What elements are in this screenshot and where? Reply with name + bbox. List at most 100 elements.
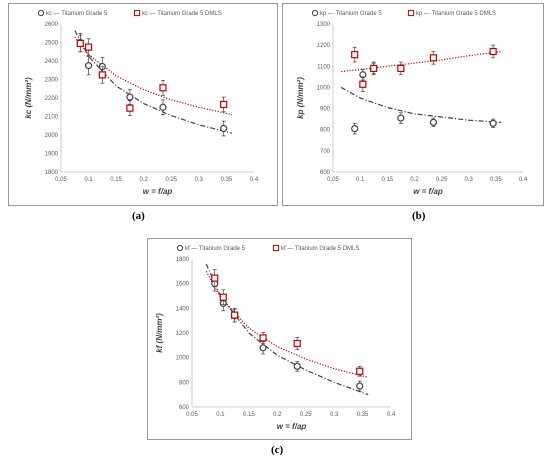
- x-tick-label: 0.15: [110, 177, 122, 183]
- x-tick-label: 0.2: [273, 412, 282, 418]
- x-axis-title: w = f/ap: [277, 422, 307, 431]
- legend-label: kc — Titanium Grade 5: [46, 11, 108, 17]
- data-point-dmls: [219, 293, 227, 301]
- x-tick-label: 0.4: [387, 412, 396, 418]
- y-tick-label: 1900: [45, 152, 59, 158]
- data-point-dmls: [293, 339, 301, 348]
- trend-line-dmls: [341, 50, 502, 73]
- x-tick-label: 0.3: [195, 177, 204, 183]
- data-point-wrought: [84, 62, 93, 70]
- data-point-dmls: [98, 71, 106, 79]
- y-tick-label: 2600: [45, 22, 59, 28]
- data-point-dmls: [429, 54, 438, 62]
- legend-marker-circle: [37, 9, 45, 17]
- chart-panel-a: 1800 1900 2000 2100 2200 2300 2400 2500 2600 0.05…: [8, 3, 278, 206]
- chart-c-svg: 600 800 1000 1200 1400 1600 1800 0.05 0.1 0.15 0.2…: [155, 244, 396, 431]
- y-axis-title: kc (N/mm²): [24, 77, 33, 119]
- data-point-dmls: [370, 64, 378, 73]
- data-point-wrought: [159, 103, 167, 111]
- x-tick-label: 0.15: [381, 177, 393, 183]
- legend-marker-square: [407, 9, 415, 17]
- x-tick-label: 0.05: [186, 412, 198, 418]
- y-tick-label: 600: [179, 405, 190, 411]
- y-tick-label: 2200: [45, 96, 59, 102]
- legend-marker-circle: [311, 9, 319, 17]
- y-axis-title: kp (N/mm²): [296, 77, 305, 119]
- data-point-dmls: [159, 84, 167, 92]
- x-tick-label: 0.35: [221, 177, 233, 183]
- x-tick-label: 0.25: [165, 177, 177, 183]
- data-point-dmls: [126, 104, 134, 112]
- y-tick-label: 1100: [317, 64, 331, 70]
- x-tick-label: 0.05: [327, 177, 339, 183]
- y-tick-label: 900: [320, 107, 331, 113]
- chart-panel-c: 600 800 1000 1200 1400 1600 1800 0.05 0.1 0.15 0.2…: [147, 238, 412, 440]
- x-tick-label: 0.1: [356, 177, 365, 183]
- y-tick-label: 1800: [176, 257, 190, 263]
- y-tick-label: 2400: [45, 59, 59, 65]
- chart-panel-b: 600 700 800 900 1000 1100 1200 1300 0.05 0.1 0.15 0…: [282, 3, 544, 206]
- legend-label: kp — Titanium Grade 5: [320, 11, 382, 17]
- data-point-wrought: [259, 344, 267, 352]
- data-point-dmls: [356, 367, 364, 375]
- x-tick-label: 0.25: [436, 177, 448, 183]
- y-axis-title: kf (N/mm²): [155, 313, 164, 353]
- data-point-wrought: [351, 125, 359, 133]
- data-point-dmls: [76, 39, 84, 48]
- data-point-dmls: [259, 334, 267, 342]
- trend-line-dmls: [74, 36, 233, 116]
- panel-label-c: (c): [271, 444, 284, 456]
- y-tick-label: 1000: [317, 85, 331, 91]
- y-tick-label: 2500: [45, 41, 59, 47]
- panel-label-a: (a): [132, 210, 145, 222]
- data-point-wrought: [220, 124, 228, 133]
- legend-label: kp — Titanium Grade 5 DMLS: [416, 11, 496, 17]
- chart-a-svg: 1800 1900 2000 2100 2200 2300 2400 2500 2600 0.05…: [24, 9, 259, 196]
- x-axis-title: w = f/ap: [143, 187, 173, 196]
- x-tick-label: 0.4: [519, 177, 528, 183]
- x-tick-label: 0.3: [330, 412, 339, 418]
- legend-marker-square: [272, 244, 280, 252]
- legend-marker-circle: [176, 244, 184, 252]
- y-tick-label: 2300: [45, 78, 59, 84]
- panel-label-b: (b): [412, 210, 426, 222]
- legend-label: kf — Titanium Grade 5: [185, 246, 246, 252]
- data-point-dmls: [84, 43, 93, 51]
- x-tick-label: 0.2: [410, 177, 419, 183]
- x-tick-label: 0.25: [300, 412, 312, 418]
- x-tick-label: 0.1: [216, 412, 225, 418]
- data-point-wrought: [293, 362, 301, 370]
- data-point-dmls: [359, 80, 367, 88]
- y-tick-label: 1300: [317, 22, 331, 28]
- data-point-wrought: [429, 118, 438, 126]
- legend-label: kf — Titanium Grade 5 DMLS: [281, 246, 359, 252]
- trend-line-wrought: [205, 263, 369, 396]
- legend-label: kc — Titanium Grade 5 DMLS: [142, 11, 222, 17]
- trend-line-wrought: [74, 30, 233, 134]
- y-tick-label: 700: [320, 149, 331, 155]
- data-point-wrought: [489, 119, 497, 127]
- x-tick-label: 0.3: [465, 177, 474, 183]
- x-tick-label: 0.1: [84, 177, 93, 183]
- data-point-wrought: [356, 382, 364, 390]
- x-axis-title: w = f/ap: [413, 187, 443, 196]
- data-point-dmls: [351, 51, 359, 59]
- trend-line-dmls: [205, 271, 369, 378]
- y-tick-label: 1200: [176, 331, 190, 337]
- y-tick-label: 2000: [45, 133, 59, 139]
- data-point-dmls: [211, 274, 219, 282]
- x-tick-label: 0.05: [55, 177, 67, 183]
- chart-b-svg: 600 700 800 900 1000 1100 1200 1300 0.05 0.1 0.15 0…: [296, 9, 528, 196]
- y-tick-label: 1000: [176, 356, 190, 362]
- y-tick-label: 1800: [45, 170, 59, 176]
- data-point-wrought: [397, 114, 405, 122]
- data-point-dmls: [231, 311, 239, 319]
- x-tick-label: 0.15: [243, 412, 255, 418]
- x-tick-label: 0.4: [250, 177, 259, 183]
- data-point-wrought: [126, 93, 134, 101]
- trend-line-wrought: [340, 86, 502, 123]
- legend-marker-square: [133, 9, 141, 17]
- data-point-dmls: [489, 47, 497, 56]
- y-tick-label: 2100: [45, 115, 59, 121]
- y-tick-label: 1600: [176, 282, 190, 288]
